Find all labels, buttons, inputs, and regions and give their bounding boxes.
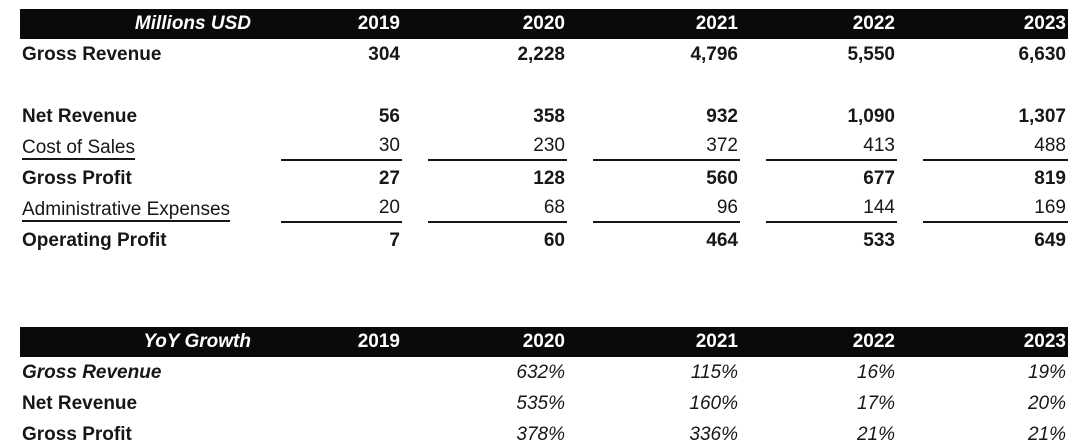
financials-table: Millions USD 2019 2020 2021 2022 2023 Gr… (20, 0, 1068, 256)
underlined-value: 413 (766, 134, 897, 161)
growth-row-gross-profit: Gross Profit 378% 336% 21% 21% (20, 419, 1068, 441)
row-label: Gross Revenue (22, 361, 162, 383)
underlined-value: 96 (593, 196, 740, 223)
year-header: 2020 (522, 331, 565, 352)
value-cell: 230 (402, 134, 567, 161)
value-cell: 68 (402, 196, 567, 223)
value-cell: 21% (856, 423, 895, 441)
value-cell: 413 (740, 134, 897, 161)
value-cell: 1,090 (847, 105, 895, 127)
value-cell: 60 (543, 229, 565, 251)
table-title: Millions USD (134, 13, 251, 34)
year-header: 2019 (357, 331, 400, 352)
row-label: Gross Revenue (22, 43, 162, 65)
underlined-value: 230 (428, 134, 567, 161)
value-cell: 56 (378, 105, 400, 127)
value-cell: 533 (863, 229, 895, 251)
value-cell: 19% (1027, 361, 1066, 383)
growth-table: YoY Growth 2019 2020 2021 2022 2023 Gros… (20, 327, 1068, 441)
table-row-gross-revenue: Gross Revenue 304 2,228 4,796 5,550 6,63… (20, 39, 1068, 70)
underlined-value: 20 (281, 196, 402, 223)
underlined-value: 169 (923, 196, 1068, 223)
underlined-value: 144 (766, 196, 897, 223)
value-cell: 21% (1027, 423, 1066, 441)
value-cell: 560 (706, 167, 738, 189)
value-cell: 632% (516, 361, 565, 383)
value-cell: 16% (856, 361, 895, 383)
value-cell: 128 (533, 167, 565, 189)
row-label: Net Revenue (22, 105, 138, 127)
row-label: Gross Profit (22, 423, 132, 441)
row-label: Net Revenue (22, 392, 138, 414)
value-cell: 372 (567, 134, 740, 161)
year-header: 2022 (852, 331, 895, 352)
value-cell: 932 (706, 105, 738, 127)
year-header: 2021 (695, 331, 738, 352)
row-label: Operating Profit (22, 229, 167, 251)
growth-row-gross-revenue: Gross Revenue 632% 115% 16% 19% (20, 357, 1068, 388)
value-cell: 378% (516, 423, 565, 441)
value-cell: 20 (255, 196, 402, 223)
value-cell: 488 (897, 134, 1068, 161)
year-header: 2021 (695, 13, 738, 34)
spacer-row (20, 70, 1068, 101)
value-cell: 7 (389, 229, 400, 251)
year-header: 2023 (1023, 13, 1066, 34)
financials-header-row: Millions USD 2019 2020 2021 2022 2023 (20, 9, 1068, 39)
value-cell: 677 (863, 167, 895, 189)
value-cell: 5,550 (847, 43, 895, 65)
table-row-operating-profit: Operating Profit 7 60 464 533 649 (20, 225, 1068, 256)
value-cell: 17% (856, 392, 895, 414)
table-row-administrative-expenses: Administrative Expenses 20 68 96 144 169 (20, 194, 1068, 225)
underlined-value: 488 (923, 134, 1068, 161)
value-cell: 304 (368, 43, 400, 65)
value-cell: 160% (689, 392, 738, 414)
row-label: Cost of Sales (22, 136, 135, 158)
year-header: 2022 (852, 13, 895, 34)
value-cell: 819 (1034, 167, 1066, 189)
underlined-value: 68 (428, 196, 567, 223)
value-cell: 6,630 (1018, 43, 1066, 65)
table-row-cost-of-sales: Cost of Sales 30 230 372 413 488 (20, 132, 1068, 163)
year-header: 2023 (1023, 331, 1066, 352)
row-label: Gross Profit (22, 167, 132, 189)
underlined-value: 372 (593, 134, 740, 161)
value-cell: 115% (690, 361, 738, 383)
year-header: 2020 (522, 13, 565, 34)
value-cell: 1,307 (1018, 105, 1066, 127)
value-cell: 464 (706, 229, 738, 251)
value-cell: 20% (1027, 392, 1066, 414)
underlined-value: 30 (281, 134, 402, 161)
value-cell: 169 (897, 196, 1068, 223)
growth-header-row: YoY Growth 2019 2020 2021 2022 2023 (20, 327, 1068, 357)
value-cell: 30 (255, 134, 402, 161)
table-row-net-revenue: Net Revenue 56 358 932 1,090 1,307 (20, 101, 1068, 132)
value-cell: 649 (1034, 229, 1066, 251)
table-title: YoY Growth (143, 331, 251, 352)
year-header: 2019 (357, 13, 400, 34)
value-cell: 4,796 (690, 43, 738, 65)
growth-row-net-revenue: Net Revenue 535% 160% 17% 20% (20, 388, 1068, 419)
table-row-gross-profit: Gross Profit 27 128 560 677 819 (20, 163, 1068, 194)
value-cell: 336% (689, 423, 738, 441)
row-label: Administrative Expenses (22, 198, 231, 220)
value-cell: 535% (516, 392, 565, 414)
value-cell: 27 (378, 167, 400, 189)
value-cell: 144 (740, 196, 897, 223)
value-cell: 358 (533, 105, 565, 127)
value-cell: 2,228 (517, 43, 565, 65)
value-cell: 96 (567, 196, 740, 223)
table-gap (0, 256, 1080, 327)
